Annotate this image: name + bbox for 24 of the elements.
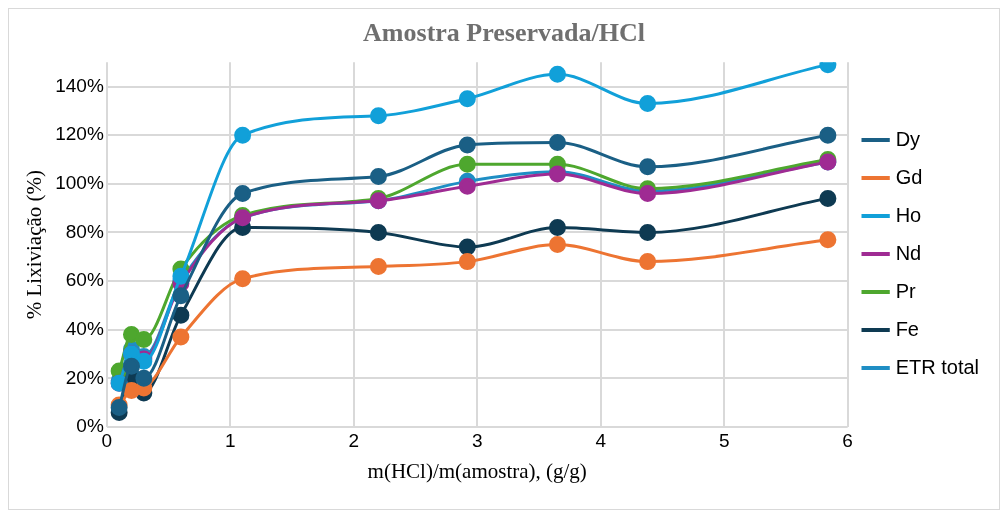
y-tick-label: 100% <box>55 172 104 194</box>
legend-label: Gd <box>895 165 923 188</box>
x-tick-label: 6 <box>842 429 853 451</box>
y-tick-label: 60% <box>65 269 104 291</box>
x-axis-title: m(HCl)/m(amostra), (g/g) <box>367 458 587 483</box>
y-tick-label: 20% <box>65 366 104 388</box>
x-tick-label: 3 <box>471 429 483 451</box>
legend-label: Nd <box>895 241 922 264</box>
legend-label: Fe <box>895 317 919 340</box>
legend-label: Pr <box>895 279 916 302</box>
y-tick-label: 0% <box>76 415 104 437</box>
x-tick-label: 2 <box>348 429 360 451</box>
legend-label: ETR total <box>895 355 979 378</box>
legend-label: Dy <box>895 127 921 150</box>
x-tick-label: 4 <box>595 429 607 451</box>
legend-label: Ho <box>895 203 922 226</box>
y-tick-label: 40% <box>65 317 104 339</box>
y-tick-label: 120% <box>55 123 104 145</box>
x-tick-label: 5 <box>718 429 730 451</box>
y-axis-title: % Lixiviação (%) <box>22 169 47 320</box>
chart-title: Amostra Preservada/HCl <box>363 18 645 48</box>
y-tick-label: 80% <box>65 220 104 242</box>
y-tick-label: 140% <box>55 74 104 96</box>
x-tick-label: 1 <box>224 429 236 451</box>
